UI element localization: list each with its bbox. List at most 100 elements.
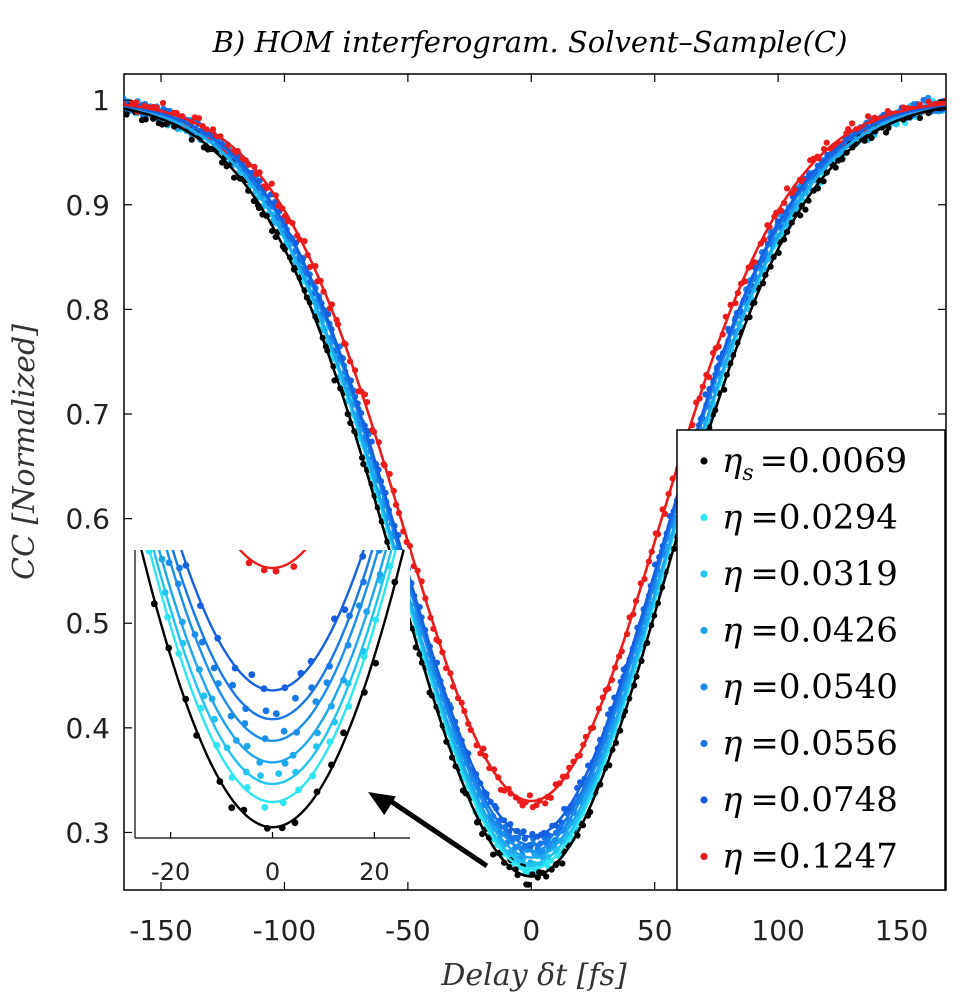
main-axes: -150 -100 -50 0 50 100 150 0.3 0.4 0.5 0.6 0.7 0.8 0.… <box>65 74 946 947</box>
legend-label: η =0.1247 <box>722 837 898 877</box>
main-plot-area: -150 -100 -50 0 50 100 150 0.3 0.4 0.5 0.6 0.7 0.8 0.… <box>65 73 947 947</box>
inset-data-point <box>210 664 218 672</box>
x-tick-label: -50 <box>385 914 431 947</box>
inset-data-point <box>149 532 156 539</box>
data-point <box>195 115 203 122</box>
data-point <box>525 881 532 888</box>
legend-marker <box>700 683 708 691</box>
data-point <box>865 113 872 120</box>
data-point <box>188 136 195 143</box>
inset-data-point <box>261 803 269 811</box>
inset-data-point <box>161 513 168 520</box>
inset-data-point <box>340 729 347 737</box>
legend-marker <box>700 739 708 748</box>
data-point <box>159 99 167 107</box>
legend-marker <box>700 852 708 861</box>
data-point <box>783 185 791 192</box>
legend: ηs =0.0069 η =0.0294 η =0.0319 η =0.0426 η =0.054… <box>676 429 946 891</box>
data-point <box>845 126 852 133</box>
data-point <box>884 108 891 115</box>
fit-line-6 <box>124 103 946 838</box>
inset-data-point <box>144 430 151 437</box>
legend-label: η =0.0294 <box>722 498 898 538</box>
y-tick-label: 0.9 <box>65 189 110 222</box>
data-point <box>868 134 875 142</box>
x-tick-label: 0 <box>522 914 540 947</box>
inset-fit-line-7 <box>238 550 307 570</box>
inset-background <box>133 550 410 840</box>
legend-label: ηs =0.0069 <box>722 441 907 486</box>
data-point <box>526 792 534 799</box>
inset-data-point <box>394 473 401 480</box>
inset-data-point <box>290 563 298 570</box>
inset-plot: -20 0 20 <box>133 309 410 886</box>
inset-data-point <box>272 567 280 575</box>
inset-fit-line-0 <box>140 550 405 829</box>
inset-data-point <box>164 497 171 504</box>
x-tick-label: -150 <box>129 914 193 947</box>
inset-data-point <box>393 309 400 316</box>
data-point <box>823 139 830 146</box>
data-point <box>916 114 924 122</box>
inset-data-point <box>224 527 231 534</box>
data-point <box>849 120 856 127</box>
inset-points-7 <box>176 309 400 575</box>
y-tick-label: 0.3 <box>65 816 110 849</box>
chart-title: B) HOM interferogram. Solvent–Sample(C) <box>212 25 848 59</box>
legend-marker <box>700 570 708 578</box>
legend-marker <box>700 457 708 465</box>
data-point <box>883 129 890 136</box>
inset-data-point <box>272 710 280 718</box>
data-point <box>533 802 540 809</box>
inset-data-point <box>146 533 153 540</box>
inset-x-tick-label: 20 <box>359 858 390 886</box>
fit-line-7 <box>124 102 946 803</box>
data-point <box>142 116 149 123</box>
inset-data-point <box>201 488 208 495</box>
y-tick-label: 0.8 <box>65 293 110 326</box>
inset-data-point <box>378 372 385 379</box>
arrow-head <box>368 792 396 816</box>
x-tick-label: 50 <box>637 914 673 947</box>
x-tick-label: 150 <box>875 914 928 947</box>
inset-data-point <box>145 457 152 464</box>
inset-data-point <box>176 423 183 430</box>
inset-x-tick-label: 0 <box>265 858 280 886</box>
main-data-layer <box>124 94 946 888</box>
arrow-shaft <box>384 795 489 869</box>
inset-data-point <box>322 507 329 514</box>
legend-box <box>676 429 946 891</box>
data-point <box>124 111 130 118</box>
y-tick-label: 0.7 <box>65 398 110 431</box>
inset-fit-line-3 <box>157 550 388 764</box>
inset-data-point <box>243 742 251 750</box>
y-tick-label: 0.4 <box>65 712 110 745</box>
inset-data-point <box>275 770 283 777</box>
y-tick-label: 0.5 <box>65 607 110 640</box>
y-tick-label: 0.6 <box>65 503 110 536</box>
data-point <box>306 263 314 271</box>
y-tick-label: 1 <box>92 84 110 117</box>
data-point <box>802 206 809 213</box>
legend-label: η =0.0556 <box>722 724 898 764</box>
inset-data-point <box>340 481 347 488</box>
inset-fit-line-6 <box>180 550 365 692</box>
inset-fit-line-2 <box>152 550 393 786</box>
inset-data-point <box>147 484 154 491</box>
zoom-arrow <box>368 792 489 869</box>
legend-label: η =0.0748 <box>722 780 898 820</box>
inset-data-point <box>281 760 289 767</box>
data-point <box>520 828 527 835</box>
fit-line-0 <box>124 106 946 878</box>
data-point <box>559 860 566 867</box>
inset-axes: -20 0 20 <box>134 550 410 886</box>
main-plot-frame <box>123 73 947 891</box>
inset-data-layer <box>140 309 405 832</box>
x-axis-label: Delay δt [fs] <box>440 958 627 993</box>
data-point <box>542 800 549 807</box>
inset-data-point <box>391 437 398 444</box>
inset-data-point <box>248 671 256 679</box>
inset-data-point <box>280 727 288 735</box>
inset-data-point <box>308 537 315 544</box>
